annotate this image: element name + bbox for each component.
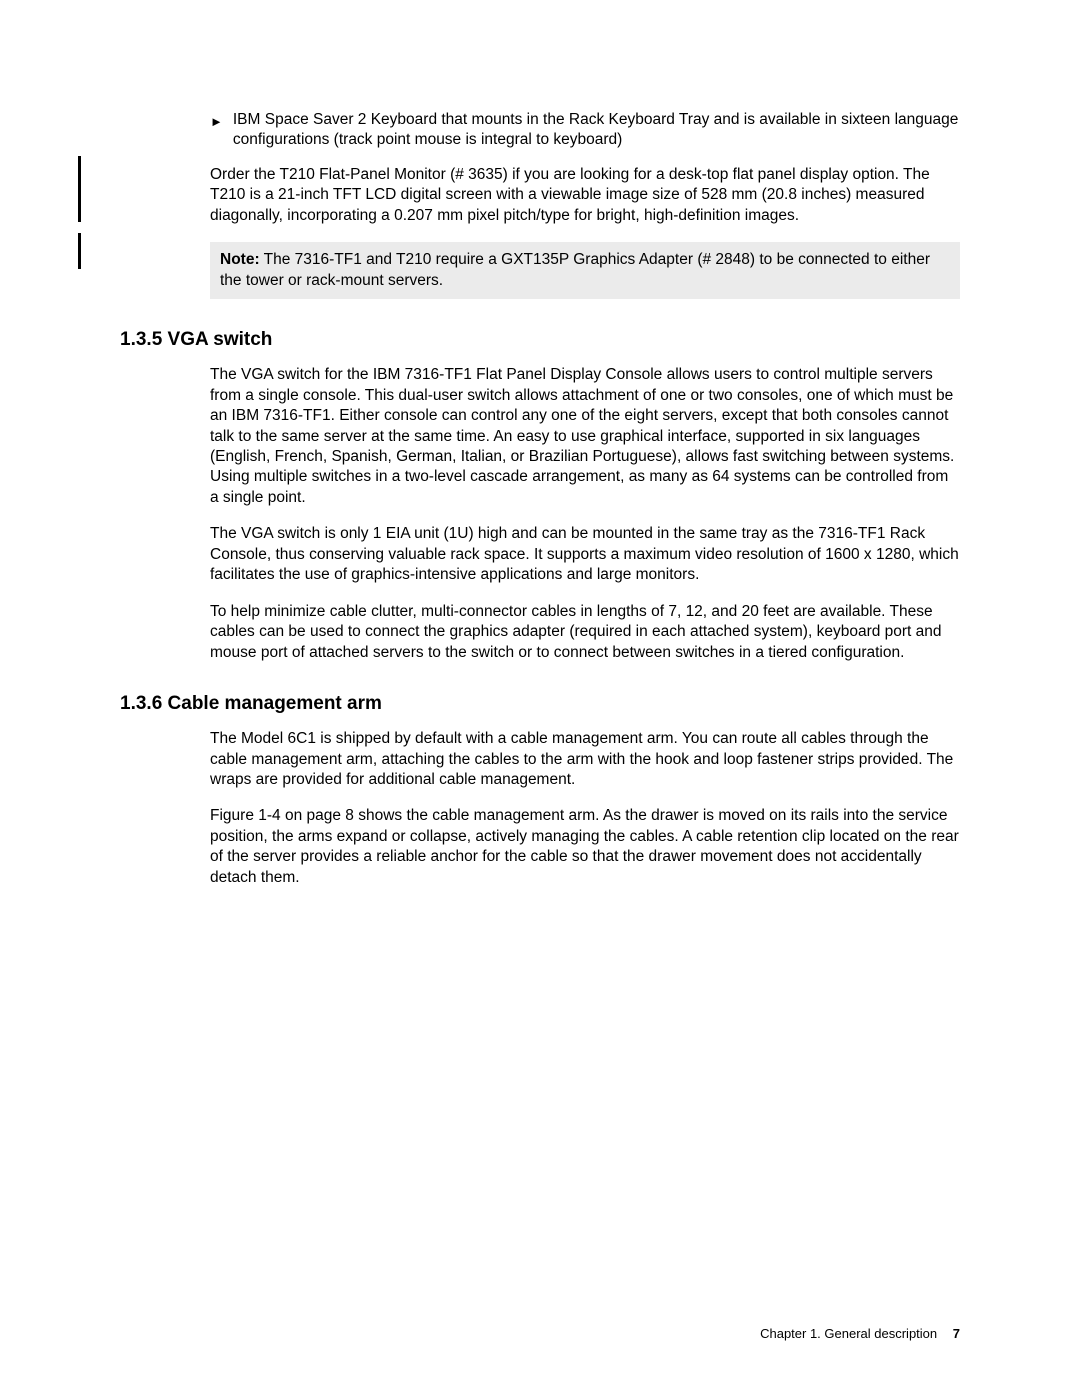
page-footer: Chapter 1. General description 7 [760,1326,960,1341]
paragraph: To help minimize cable clutter, multi-co… [210,602,960,663]
change-bar [78,156,81,222]
paragraph: Figure 1-4 on page 8 shows the cable man… [210,806,960,888]
paragraph: Order the T210 Flat-Panel Monitor (# 363… [210,165,960,226]
paragraph: The VGA switch for the IBM 7316-TF1 Flat… [210,365,960,508]
footer-page-number: 7 [953,1326,960,1341]
footer-chapter: Chapter 1. General description [760,1326,937,1341]
note-label: Note: [220,251,260,268]
section-heading-vga-switch: 1.3.5 VGA switch [120,329,960,351]
paragraph: The VGA switch is only 1 EIA unit (1U) h… [210,524,960,585]
bullet-text: IBM Space Saver 2 Keyboard that mounts i… [233,110,960,151]
note-box: Note: The 7316-TF1 and T210 require a GX… [210,242,960,299]
bullet-item: ► IBM Space Saver 2 Keyboard that mounts… [210,110,960,151]
paragraph: The Model 6C1 is shipped by default with… [210,729,960,790]
document-page: ► IBM Space Saver 2 Keyboard that mounts… [0,0,1080,1397]
section-heading-cable-management: 1.3.6 Cable management arm [120,693,960,715]
change-bar [78,233,81,269]
bullet-marker-icon: ► [210,113,223,151]
note-text: The 7316-TF1 and T210 require a GXT135P … [220,251,930,288]
